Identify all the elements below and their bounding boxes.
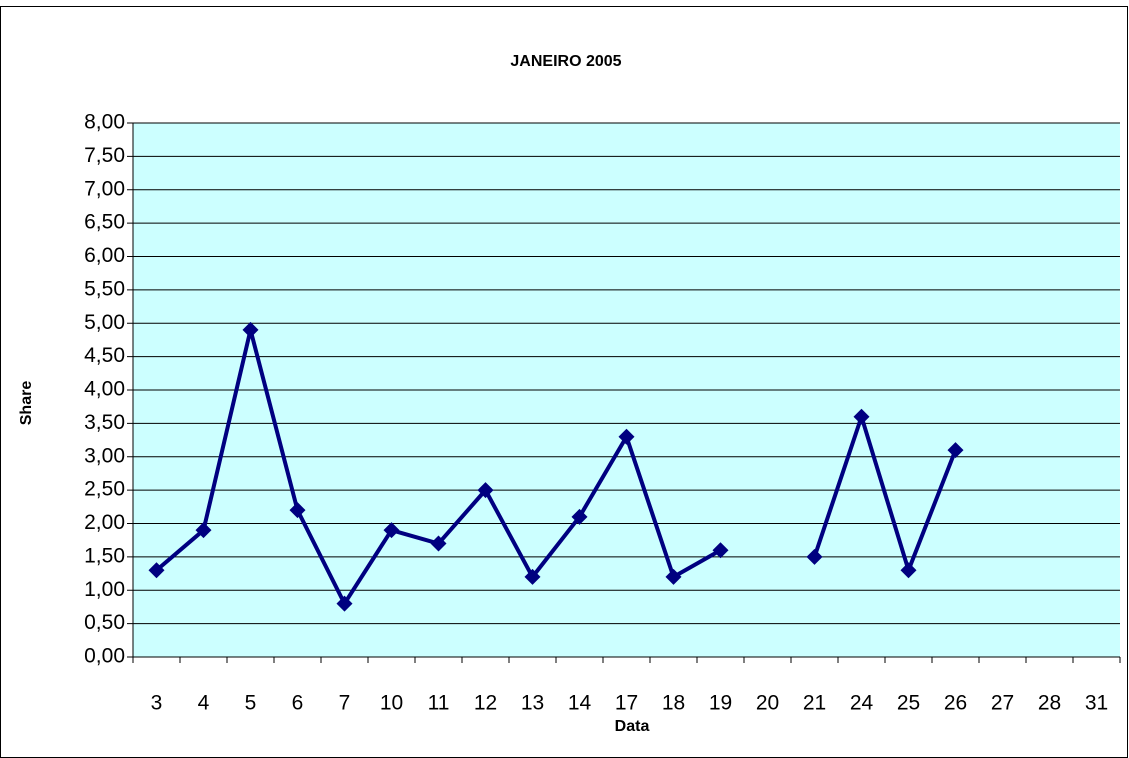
x-tick-label: 3 [151, 692, 163, 715]
x-tick-label: 18 [662, 692, 685, 715]
x-tick-label: 14 [568, 692, 592, 715]
x-tick-label: 25 [897, 692, 920, 715]
marker [853, 408, 870, 425]
x-tick-label: 20 [756, 692, 779, 715]
marker [665, 568, 682, 585]
marker [336, 595, 353, 612]
marker [242, 321, 259, 338]
marker [571, 508, 588, 525]
x-tick-label: 28 [1038, 692, 1061, 715]
x-tick-label: 12 [474, 692, 497, 715]
y-tick-label: 1,50 [84, 544, 125, 567]
x-tick-label: 27 [991, 692, 1014, 715]
marker [430, 535, 447, 552]
y-axis-label: Share [18, 381, 35, 426]
y-tick-label: 1,00 [84, 578, 125, 601]
x-tick-label: 10 [380, 692, 403, 715]
x-tick-label: 5 [245, 692, 257, 715]
y-tick-label: 7,00 [84, 177, 125, 200]
y-tick-label: 8,00 [84, 111, 125, 134]
marker [289, 502, 306, 519]
marker [383, 522, 400, 539]
y-tick-label: 5,50 [84, 277, 125, 300]
y-tick-label: 6,00 [84, 244, 125, 267]
marker [712, 542, 729, 559]
x-tick-label: 26 [944, 692, 967, 715]
y-tick-label: 7,50 [84, 144, 125, 167]
y-tick-label: 5,00 [84, 311, 125, 334]
marker [477, 482, 494, 499]
y-tick-label: 2,50 [84, 478, 125, 501]
y-tick-label: 4,50 [84, 344, 125, 367]
x-tick-label: 31 [1085, 692, 1108, 715]
y-tick-label: 3,50 [84, 411, 125, 434]
x-tick-label: 6 [292, 692, 304, 715]
marker [148, 562, 165, 579]
y-tick-label: 0,50 [84, 611, 125, 634]
y-tick-label: 3,00 [84, 444, 125, 467]
marker [195, 522, 212, 539]
y-tick-label: 0,00 [84, 645, 125, 668]
marker [524, 568, 541, 585]
x-tick-label: 24 [850, 692, 874, 715]
x-tick-label: 17 [615, 692, 638, 715]
x-tick-label: 21 [803, 692, 826, 715]
x-tick-label: 7 [339, 692, 351, 715]
x-tick-label: 11 [428, 692, 450, 715]
y-tick-label: 6,50 [84, 211, 125, 234]
x-tick-label: 13 [521, 692, 544, 715]
y-tick-label: 4,00 [84, 378, 125, 401]
marker [900, 562, 917, 579]
marker [947, 442, 964, 459]
x-axis-label: Data [615, 718, 650, 735]
x-tick-label: 4 [198, 692, 210, 715]
marker [618, 428, 635, 445]
marker [806, 548, 823, 565]
x-tick-label: 19 [709, 692, 732, 715]
chart-title: JANEIRO 2005 [510, 53, 621, 70]
y-tick-label: 2,00 [84, 511, 125, 534]
